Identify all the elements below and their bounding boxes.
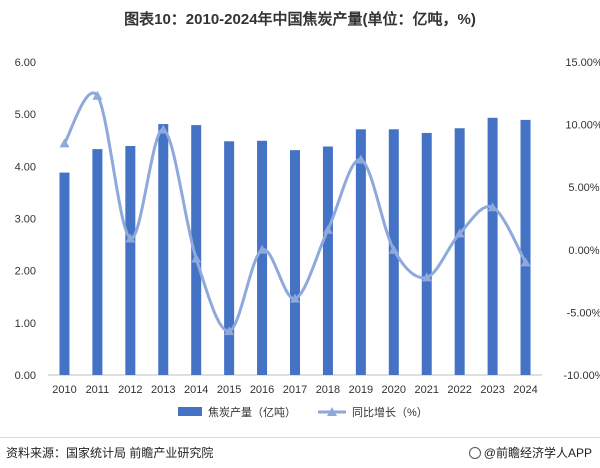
line-point bbox=[158, 124, 169, 134]
bar-series bbox=[59, 117, 531, 376]
x-tick-label: 2010 bbox=[52, 384, 76, 396]
bar bbox=[520, 119, 531, 375]
x-tick-label: 2019 bbox=[349, 384, 373, 396]
y-left-tick-label: 2.00 bbox=[15, 266, 36, 278]
line-point bbox=[59, 138, 70, 148]
tick-labels: 0.00 1.00 2.00 3.00 4.00 5.00 6.00 -10.00% -5.00… bbox=[15, 57, 600, 396]
x-tick-label: 2016 bbox=[250, 384, 274, 396]
bar bbox=[191, 125, 202, 375]
x-tick-label: 2017 bbox=[283, 384, 307, 396]
bar bbox=[125, 145, 136, 375]
footer-divider bbox=[0, 437, 600, 438]
line-point bbox=[322, 224, 333, 234]
bar bbox=[290, 150, 300, 375]
y-left-tick-label: 0.00 bbox=[15, 370, 36, 382]
line-point bbox=[191, 253, 202, 263]
bar bbox=[487, 117, 498, 376]
y-left-tick-label: 5.00 bbox=[15, 109, 36, 121]
line-point bbox=[487, 202, 498, 212]
x-tick-label: 2011 bbox=[86, 384, 110, 396]
line-series bbox=[59, 90, 531, 336]
line-point bbox=[454, 228, 465, 238]
page-title: 图表10：2010-2024年中国焦炭产量(单位：亿吨，%) bbox=[124, 11, 476, 28]
legend: 焦炭产量（亿吨） 同比增长（%） bbox=[178, 405, 428, 419]
footer: 资料来源：国家统计局 前瞻产业研究院 @前瞻经济学人APP bbox=[0, 442, 600, 464]
brand-label: @前瞻经济学人APP bbox=[483, 446, 592, 460]
line-point bbox=[388, 244, 399, 254]
bar bbox=[355, 129, 366, 375]
x-tick-label: 2014 bbox=[184, 384, 208, 396]
y-left-tick-label: 4.00 bbox=[15, 161, 36, 173]
legend-label-growth: 同比增长（%） bbox=[352, 405, 428, 419]
x-tick-label: 2012 bbox=[118, 384, 142, 396]
y-left-tick-label: 6.00 bbox=[15, 57, 36, 69]
line-point bbox=[92, 90, 103, 100]
legend-line-marker bbox=[327, 407, 337, 416]
line-point bbox=[290, 293, 300, 303]
y-right-tick-label: 10.00% bbox=[565, 120, 600, 132]
bar bbox=[59, 172, 70, 375]
line-point bbox=[257, 244, 268, 254]
line-point bbox=[125, 233, 136, 243]
legend-label-output: 焦炭产量（亿吨） bbox=[208, 405, 296, 419]
bar bbox=[322, 146, 333, 375]
y-right-tick-label: 0.00% bbox=[568, 245, 599, 257]
y-right-tick-label: 5.00% bbox=[568, 182, 599, 194]
brand-credit: @前瞻经济学人APP bbox=[468, 444, 592, 461]
bar bbox=[224, 141, 235, 375]
source-note: 资料来源：国家统计局 前瞻产业研究院 bbox=[6, 446, 214, 460]
x-tick-label: 2020 bbox=[382, 384, 406, 396]
y-right-tick-label: -10.00% bbox=[564, 370, 600, 382]
x-tick-label: 2013 bbox=[151, 384, 175, 396]
y-left-tick-label: 1.00 bbox=[15, 318, 36, 330]
line-point bbox=[421, 272, 432, 282]
coke-output-chart: 0.00 1.00 2.00 3.00 4.00 5.00 6.00 -10.00% -5.00… bbox=[15, 57, 600, 419]
x-tick-label: 2021 bbox=[414, 384, 438, 396]
y-right-tick-label: -5.00% bbox=[567, 307, 600, 319]
x-tick-label: 2015 bbox=[217, 384, 241, 396]
x-tick-label: 2024 bbox=[513, 384, 537, 396]
x-tick-label: 2018 bbox=[316, 384, 340, 396]
brand-logo-icon bbox=[468, 447, 481, 459]
x-tick-label: 2023 bbox=[480, 384, 504, 396]
line-point bbox=[355, 154, 366, 164]
bar bbox=[158, 124, 169, 375]
y-right-tick-label: 15.00% bbox=[565, 57, 600, 69]
y-left-tick-label: 3.00 bbox=[15, 214, 36, 226]
x-tick-label: 2022 bbox=[447, 384, 471, 396]
bar bbox=[257, 140, 268, 375]
legend-bar-swatch bbox=[178, 407, 202, 416]
line-point bbox=[520, 257, 531, 267]
bar bbox=[421, 132, 432, 375]
bar bbox=[92, 149, 103, 375]
bar bbox=[454, 128, 465, 375]
line-point bbox=[224, 326, 235, 336]
